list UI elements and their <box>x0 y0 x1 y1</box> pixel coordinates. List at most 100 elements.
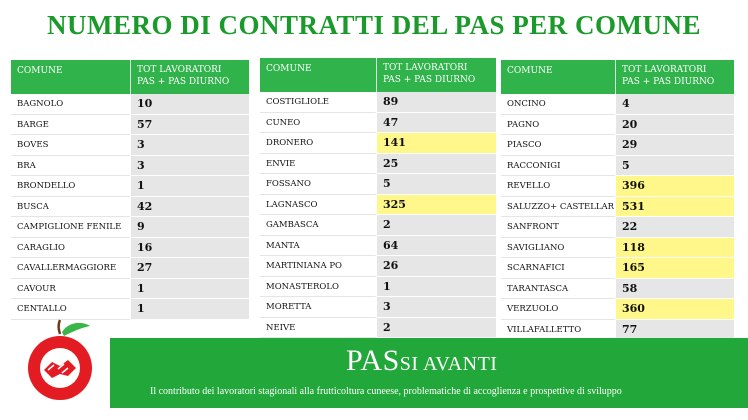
table-row: BOVES 3 <box>11 135 249 156</box>
worker-count: 5 <box>377 174 496 195</box>
comune-name: FOSSANO <box>260 174 377 195</box>
comune-name: BAGNOLO <box>11 94 131 115</box>
table-row: ONCINO 4 <box>501 94 734 115</box>
table-row: MANTA 64 <box>260 235 496 256</box>
table-row: CARAGLIO 16 <box>11 237 249 258</box>
page-title: NUMERO DI CONTRATTI DEL PAS PER COMUNE <box>46 10 702 40</box>
table-row: TARANTASCA 58 <box>501 278 734 299</box>
table-row: GAMBASCA 2 <box>260 215 496 236</box>
banner-title-rest: SI AVANTI <box>399 353 498 375</box>
worker-count: 1 <box>131 299 249 320</box>
comune-name: SALUZZO+ CASTELLAR <box>501 196 616 217</box>
comune-name: CUNEO <box>260 112 377 133</box>
table-row: CAVOUR 1 <box>11 278 249 299</box>
worker-count: 10 <box>131 94 249 115</box>
comune-name: CAVOUR <box>11 278 131 299</box>
comune-name: LAGNASCO <box>260 194 377 215</box>
table-row: CUNEO 47 <box>260 112 496 133</box>
worker-count: 47 <box>377 112 496 133</box>
worker-count: 3 <box>131 135 249 156</box>
worker-count: 165 <box>616 258 734 279</box>
column-header-tot-lavoratori: TOT LAVORATORI PAS + PAS DIURNO <box>616 60 734 94</box>
comune-name: SANFRONT <box>501 217 616 238</box>
column-header-comune: COMUNE <box>11 60 131 94</box>
worker-count: 9 <box>131 217 249 238</box>
comune-name: BUSCA <box>11 196 131 217</box>
table-row: VERZUOLO 360 <box>501 299 734 320</box>
comune-name: PIASCO <box>501 135 616 156</box>
column-header-comune: COMUNE <box>260 58 377 92</box>
header-line-1: TOT LAVORATORI <box>383 63 468 73</box>
worker-count: 26 <box>377 256 496 277</box>
table-row: MARTINIANA PO 26 <box>260 256 496 277</box>
worker-count: 77 <box>616 319 734 340</box>
table-row: MONASTEROLO 1 <box>260 276 496 297</box>
worker-count: 3 <box>377 297 496 318</box>
table-comuni-1: COMUNE TOT LAVORATORI PAS + PAS DIURNO B… <box>11 60 249 320</box>
worker-count: 2 <box>377 215 496 236</box>
table-row: BRA 3 <box>11 155 249 176</box>
comune-name: ONCINO <box>501 94 616 115</box>
comune-name: BRONDELLO <box>11 176 131 197</box>
header-line-1: TOT LAVORATORI <box>137 65 222 75</box>
table-body: BAGNOLO 10 BARGE 57 BOVES 3 BRA 3 BRONDELLO 1 BUSC… <box>11 94 249 320</box>
worker-count: 25 <box>377 153 496 174</box>
table-header: COMUNE TOT LAVORATORI PAS + PAS DIURNO <box>501 60 734 94</box>
comune-name: TARANTASCA <box>501 278 616 299</box>
worker-count: 1 <box>131 278 249 299</box>
table-row: DRONERO 141 <box>260 133 496 154</box>
table-body: ONCINO 4 PAGNO 20 PIASCO 29 RACCONIGI 5 REVELLO 3… <box>501 94 734 340</box>
comune-name: CAMPIGLIONE FENILE <box>11 217 131 238</box>
worker-count: 5 <box>616 155 734 176</box>
comune-name: VILLAFALLETTO <box>501 319 616 340</box>
table-comuni-2: COMUNE TOT LAVORATORI PAS + PAS DIURNO C… <box>260 58 496 338</box>
comune-name: BARGE <box>11 114 131 135</box>
comune-name: DRONERO <box>260 133 377 154</box>
comune-name: BRA <box>11 155 131 176</box>
worker-count: 2 <box>377 317 496 338</box>
table-comuni-3: COMUNE TOT LAVORATORI PAS + PAS DIURNO O… <box>501 60 734 340</box>
table-header: COMUNE TOT LAVORATORI PAS + PAS DIURNO <box>260 58 496 92</box>
table-body: COSTIGLIOLE 89 CUNEO 47 DRONERO 141 ENVIE 25 FOS… <box>260 92 496 338</box>
header-line-1: TOT LAVORATORI <box>622 65 707 75</box>
comune-name: MARTINIANA PO <box>260 256 377 277</box>
apple-handshake-logo <box>18 318 102 402</box>
column-header-tot-lavoratori: TOT LAVORATORI PAS + PAS DIURNO <box>131 60 249 94</box>
table-row: BAGNOLO 10 <box>11 94 249 115</box>
comune-name: SCARNAFICI <box>501 258 616 279</box>
header-line-2: PAS + PAS DIURNO <box>622 77 715 87</box>
worker-count: 16 <box>131 237 249 258</box>
worker-count: 89 <box>377 92 496 113</box>
worker-count: 27 <box>131 258 249 279</box>
table-row: COSTIGLIOLE 89 <box>260 92 496 113</box>
table-row: BRONDELLO 1 <box>11 176 249 197</box>
comune-name: ENVIE <box>260 153 377 174</box>
table-row: SANFRONT 22 <box>501 217 734 238</box>
table-row: BARGE 57 <box>11 114 249 135</box>
table-row: NEIVE 2 <box>260 317 496 338</box>
table-row: SAVIGLIANO 118 <box>501 237 734 258</box>
worker-count: 20 <box>616 114 734 135</box>
project-banner: PASSI AVANTI Il contributo dei lavorator… <box>110 338 748 408</box>
table-row: VILLAFALLETTO 77 <box>501 319 734 340</box>
worker-count: 1 <box>377 276 496 297</box>
worker-count: 118 <box>616 237 734 258</box>
table-row: CAMPIGLIONE FENILE 9 <box>11 217 249 238</box>
banner-title-main: PAS <box>346 344 400 377</box>
table-row: PIASCO 29 <box>501 135 734 156</box>
table-row: CAVALLERMAGGIORE 27 <box>11 258 249 279</box>
comune-name: BOVES <box>11 135 131 156</box>
table-row: LAGNASCO 325 <box>260 194 496 215</box>
worker-count: 57 <box>131 114 249 135</box>
worker-count: 29 <box>616 135 734 156</box>
table-header: COMUNE TOT LAVORATORI PAS + PAS DIURNO <box>11 60 249 94</box>
worker-count: 22 <box>616 217 734 238</box>
table-row: BUSCA 42 <box>11 196 249 217</box>
comune-name: MANTA <box>260 235 377 256</box>
comune-name: REVELLO <box>501 176 616 197</box>
header-line-2: PAS + PAS DIURNO <box>383 75 476 85</box>
table-row: SCARNAFICI 165 <box>501 258 734 279</box>
table-row: MORETTA 3 <box>260 297 496 318</box>
comune-name: CAVALLERMAGGIORE <box>11 258 131 279</box>
worker-count: 58 <box>616 278 734 299</box>
